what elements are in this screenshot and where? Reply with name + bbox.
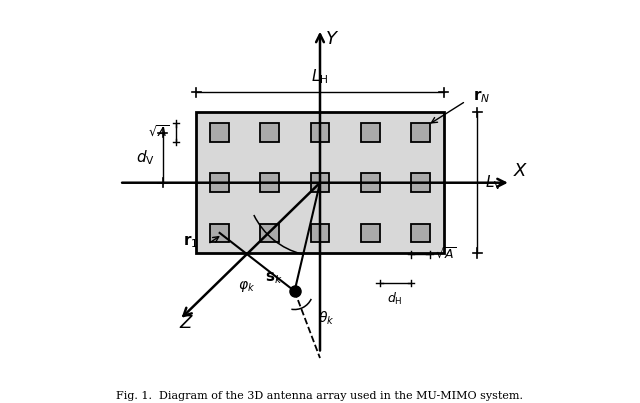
- Text: $\mathbf{r}_N$: $\mathbf{r}_N$: [472, 89, 490, 106]
- Bar: [411, 224, 429, 242]
- Text: $L_{\rm H}$: $L_{\rm H}$: [311, 67, 329, 86]
- Bar: [361, 173, 380, 192]
- Text: $\varphi_k$: $\varphi_k$: [238, 279, 255, 294]
- Bar: [361, 123, 380, 142]
- Bar: [411, 123, 429, 142]
- Bar: [196, 112, 444, 253]
- Text: $d_{\rm H}$: $d_{\rm H}$: [387, 291, 403, 307]
- Text: $d_{\rm V}$: $d_{\rm V}$: [136, 148, 155, 167]
- Text: $L_{\rm V}$: $L_{\rm V}$: [485, 173, 503, 192]
- Bar: [260, 224, 279, 242]
- Bar: [260, 123, 279, 142]
- Bar: [211, 123, 229, 142]
- Text: $\mathbf{s}_k$: $\mathbf{s}_k$: [265, 270, 282, 286]
- Bar: [211, 173, 229, 192]
- Bar: [310, 123, 330, 142]
- Text: $Y$: $Y$: [324, 30, 339, 48]
- Text: $\sqrt{A}$: $\sqrt{A}$: [148, 125, 170, 140]
- Text: Fig. 1.  Diagram of the 3D antenna array used in the MU-MIMO system.: Fig. 1. Diagram of the 3D antenna array …: [116, 391, 524, 401]
- Bar: [411, 173, 429, 192]
- Bar: [310, 173, 330, 192]
- Bar: [361, 224, 380, 242]
- Bar: [310, 224, 330, 242]
- Text: $\theta_k$: $\theta_k$: [318, 310, 335, 327]
- Bar: [211, 224, 229, 242]
- Text: $\sqrt{A}$: $\sqrt{A}$: [435, 247, 457, 262]
- Text: $X$: $X$: [513, 162, 528, 180]
- Text: $\mathbf{r}_1$: $\mathbf{r}_1$: [183, 233, 198, 250]
- Text: $Z$: $Z$: [179, 314, 194, 332]
- Bar: [260, 173, 279, 192]
